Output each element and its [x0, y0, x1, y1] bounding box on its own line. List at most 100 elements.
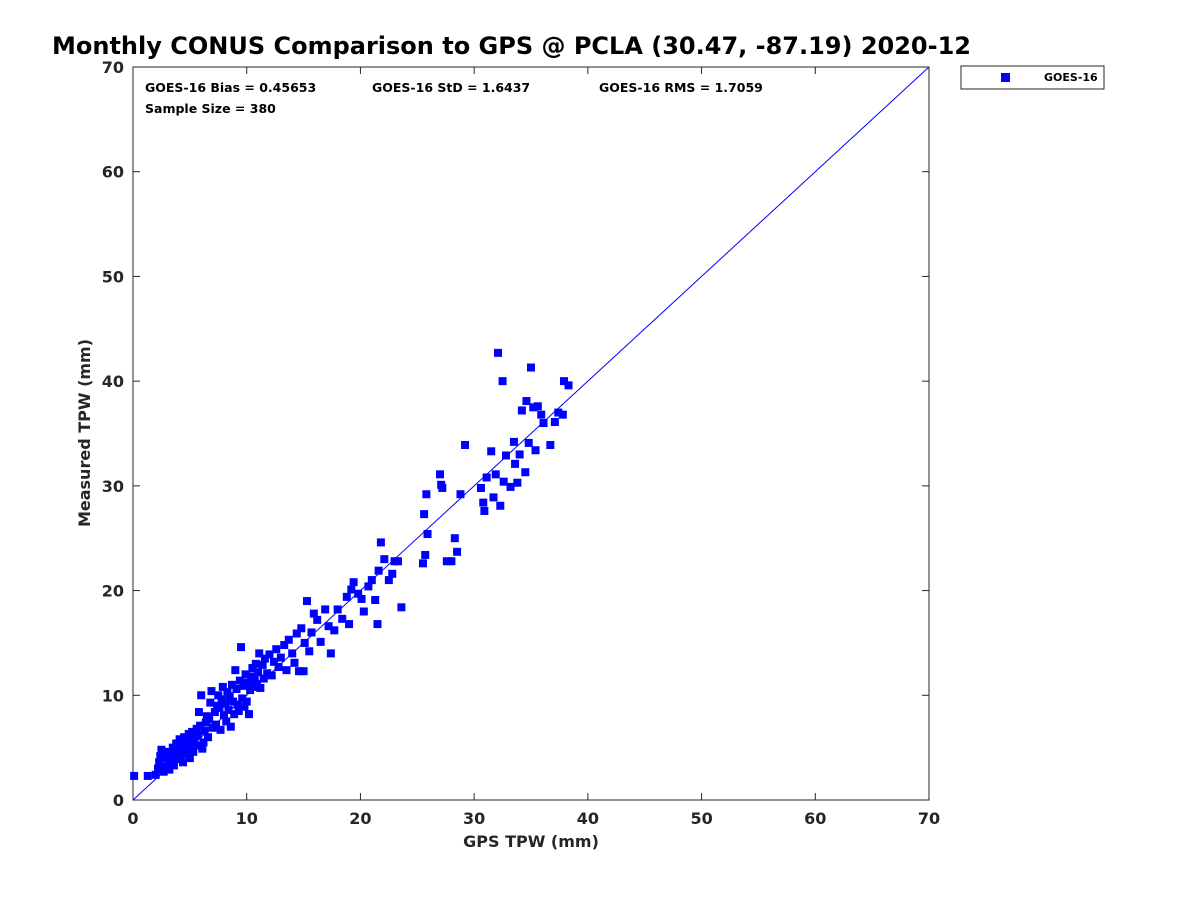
data-point — [359, 607, 368, 616]
data-point — [156, 752, 165, 761]
x-tick-label: 10 — [236, 809, 258, 828]
data-point — [233, 700, 242, 709]
data-point — [179, 758, 188, 767]
data-point — [227, 680, 236, 689]
y-tick-label: 70 — [102, 58, 124, 77]
data-point — [206, 698, 215, 707]
data-point — [180, 733, 189, 742]
data-point — [509, 437, 518, 446]
data-point — [496, 501, 505, 510]
data-point — [421, 550, 430, 559]
plot-area: 0 10 20 30 40 50 60 70 0 10 20 30 40 50 60 70 — [102, 58, 940, 828]
data-point — [338, 614, 347, 623]
bias-annotation: GOES-16 Bias = 0.45653 — [145, 80, 316, 95]
data-point — [326, 649, 335, 658]
data-point — [333, 605, 342, 614]
data-point — [529, 403, 538, 412]
data-point — [250, 675, 259, 684]
data-point — [221, 699, 230, 708]
std-annotation: GOES-16 StD = 1.6437 — [372, 80, 530, 95]
data-point — [254, 668, 263, 677]
data-point — [212, 720, 221, 729]
y-tick-label: 20 — [102, 582, 124, 601]
data-point — [305, 647, 314, 656]
x-axis-ticks: 0 10 20 30 40 50 60 70 — [127, 67, 940, 828]
data-point — [229, 697, 238, 706]
data-point — [165, 765, 174, 774]
y-tick-label: 60 — [102, 163, 124, 182]
data-point — [197, 691, 206, 700]
data-point — [183, 744, 192, 753]
data-point — [224, 705, 233, 714]
data-point — [267, 671, 276, 680]
data-point — [282, 666, 291, 675]
data-point — [284, 635, 293, 644]
data-point — [288, 649, 297, 658]
data-point — [489, 493, 498, 502]
data-point — [453, 547, 462, 556]
data-point — [255, 649, 264, 658]
data-point — [234, 706, 243, 715]
data-point — [371, 595, 380, 604]
data-point — [531, 446, 540, 455]
data-point — [230, 710, 239, 719]
data-point — [194, 708, 203, 717]
data-point — [295, 667, 304, 676]
data-point — [151, 770, 160, 779]
legend-box — [960, 65, 1105, 90]
data-point — [423, 530, 432, 539]
data-point — [143, 771, 152, 780]
data-point — [313, 615, 322, 624]
data-point — [347, 585, 356, 594]
data-point — [309, 609, 318, 618]
data-point — [200, 726, 209, 735]
data-point — [219, 711, 228, 720]
data-point — [167, 756, 176, 765]
data-point — [182, 740, 191, 749]
data-point — [270, 657, 279, 666]
data-point — [515, 450, 524, 459]
data-point — [354, 589, 363, 598]
data-point — [511, 459, 520, 468]
data-point — [238, 694, 247, 703]
data-point — [239, 681, 248, 690]
data-point — [185, 754, 194, 763]
data-point — [479, 498, 488, 507]
data-point — [189, 747, 198, 756]
data-point — [161, 754, 170, 763]
data-point — [537, 410, 546, 419]
data-point — [494, 348, 503, 357]
data-point — [447, 557, 456, 566]
data-point — [251, 659, 260, 668]
data-point — [232, 685, 241, 694]
data-point — [172, 739, 181, 748]
data-point — [517, 406, 526, 415]
data-point — [345, 620, 354, 629]
data-point — [330, 626, 339, 635]
data-point — [169, 761, 178, 770]
data-point — [418, 559, 427, 568]
data-point — [222, 717, 231, 726]
data-point — [482, 473, 491, 482]
data-point — [235, 676, 244, 685]
x-tick-label: 70 — [918, 809, 940, 828]
data-point — [501, 451, 510, 460]
data-point — [242, 697, 251, 706]
data-point — [324, 622, 333, 631]
data-point — [130, 771, 139, 780]
y-axis-ticks: 0 10 20 30 40 50 60 70 — [102, 58, 929, 810]
legend-marker-goes16 — [1001, 73, 1010, 82]
data-point — [550, 417, 559, 426]
data-point — [214, 691, 223, 700]
x-tick-label: 30 — [463, 809, 485, 828]
y-tick-label: 10 — [102, 686, 124, 705]
legend-label-goes16: GOES-16 — [1044, 71, 1098, 84]
data-point — [260, 654, 269, 663]
data-point — [380, 555, 389, 564]
data-point — [198, 744, 207, 753]
data-point — [181, 749, 190, 758]
y-tick-label: 0 — [113, 791, 124, 810]
data-point — [420, 510, 429, 519]
data-point — [349, 578, 358, 587]
data-point — [393, 557, 402, 566]
